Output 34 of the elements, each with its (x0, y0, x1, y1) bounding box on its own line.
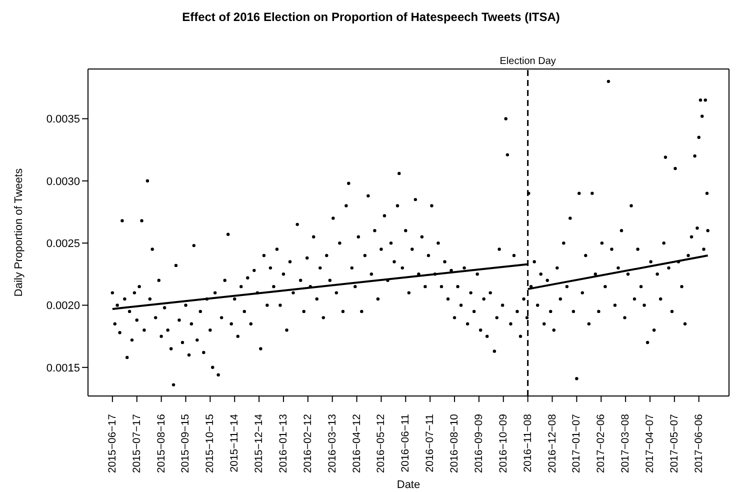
x-tick-label: 2015−11−14 (228, 414, 241, 472)
chart-title: Effect of 2016 Election on Proportion of Hatespeech Tweets (ITSA) (181, 9, 561, 26)
x-tick-label: 2017−02−06 (595, 414, 608, 473)
x-tick-label: 2015−07−17 (130, 414, 143, 473)
x-tick-label: 2016−10−09 (497, 414, 510, 473)
x-tick-label: 2016−09−09 (472, 414, 485, 473)
x-tick-label: 2016−07−11 (424, 414, 436, 472)
y-tick-label: 0.0030 (46, 176, 80, 188)
y-tick-label: 0.0015 (46, 362, 80, 374)
x-tick-label: 2016−03−13 (326, 414, 338, 473)
x-tick-label: 2017−05−07 (668, 414, 680, 473)
x-axis-title: Date (396, 479, 420, 491)
y-axis-title: Daily Proportion of Tweets (12, 168, 25, 297)
x-tick-label: 2015−08−16 (155, 414, 168, 473)
x-tick-label: 2016−06−11 (400, 414, 412, 472)
ref-line-label: Election Day (500, 56, 556, 67)
x-tick-label: 2017−03−08 (620, 414, 632, 473)
x-tick-label: 2015−10−15 (204, 414, 216, 473)
x-tick-label: 2016−04−12 (350, 414, 363, 473)
x-tick-label: 2016−05−12 (375, 414, 388, 473)
y-tick-label: 0.0025 (46, 238, 80, 250)
x-tick-label: 2017−01−07 (570, 414, 583, 473)
x-tick-label: 2016−08−10 (448, 414, 461, 473)
x-tick-label: 2016−11−08 (522, 414, 534, 472)
x-tick-label: 2016−01−13 (277, 414, 290, 473)
x-tick-label: 2015−09−15 (180, 414, 192, 473)
x-tick-label: 2015−12−14 (253, 414, 266, 473)
y-tick-label: 0.0020 (46, 300, 80, 312)
x-tick-label: 2015−06−17 (106, 414, 118, 473)
y-tick-label: 0.0035 (46, 114, 80, 126)
x-tick-label: 2017−06−06 (692, 414, 705, 473)
x-tick-label: 2016−02−12 (302, 414, 314, 473)
x-tick-label: 2016−12−08 (546, 414, 558, 473)
x-tick-label: 2017−04−07 (644, 414, 656, 473)
